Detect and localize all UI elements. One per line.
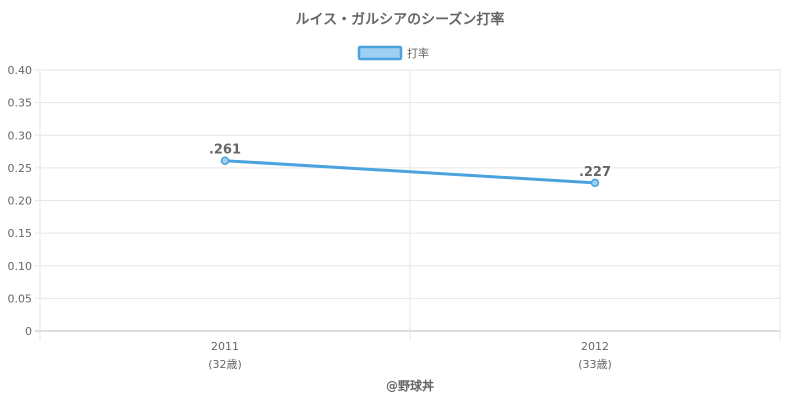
x-tick-label: 2011 [211, 340, 239, 353]
y-tick-label: 0.10 [8, 260, 33, 273]
y-tick-label: 0.20 [8, 195, 33, 208]
y-tick-label: 0.40 [8, 64, 33, 77]
data-label: .227 [579, 165, 611, 180]
y-tick-label: 0.35 [8, 97, 33, 110]
x-tick-sublabel: (32歳) [208, 358, 242, 371]
data-label: .261 [209, 143, 241, 158]
x-tick-label: 2012 [581, 340, 609, 353]
chart-title: ルイス・ガルシアのシーズン打率 [296, 11, 505, 28]
x-axis: 2011 (32歳) 2012 (33歳) [208, 340, 612, 371]
legend-label: 打率 [407, 46, 429, 60]
credit: @野球丼 [386, 378, 434, 393]
y-tick-label: 0.05 [8, 292, 33, 305]
data-point[interactable] [590, 178, 600, 188]
series-batting-average: .261 .227 [209, 143, 611, 188]
y-axis: 0.40 0.35 0.30 0.25 0.20 0.15 0.10 0.05 0 [8, 64, 33, 338]
y-tick-label: 0 [25, 325, 32, 338]
x-tick-sublabel: (33歳) [578, 358, 612, 371]
y-tick-label: 0.15 [8, 227, 33, 240]
y-tick-label: 0.30 [8, 129, 33, 142]
data-point[interactable] [220, 156, 230, 165]
series-line [224, 159, 596, 185]
y-tick-label: 0.25 [8, 162, 33, 175]
legend[interactable]: 打率 [357, 45, 429, 61]
legend-swatch [357, 45, 403, 61]
grid [35, 69, 781, 340]
